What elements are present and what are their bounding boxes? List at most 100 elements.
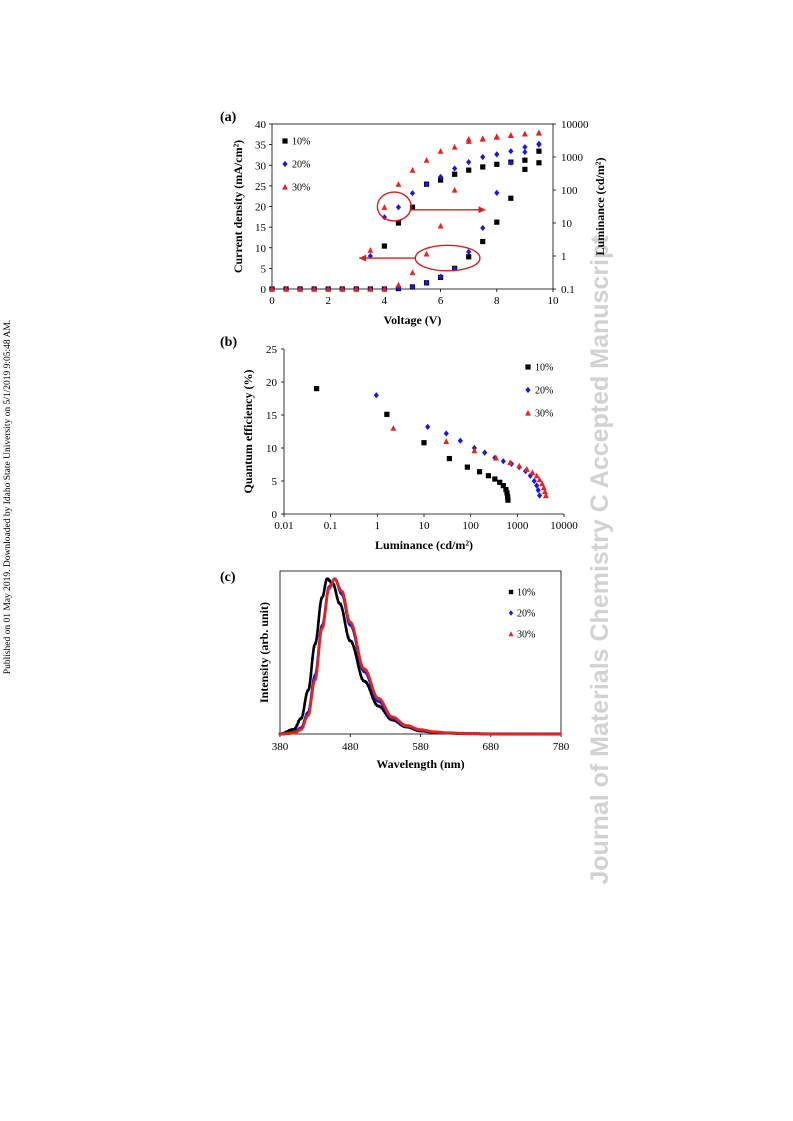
data-point-b xyxy=(523,466,530,472)
data-point-c xyxy=(357,651,361,655)
y2-tick-label-a: 0.1 xyxy=(561,284,575,296)
data-point-c xyxy=(394,716,398,720)
data-point-b xyxy=(457,437,463,444)
data-point-c xyxy=(298,717,302,721)
data-point-c xyxy=(374,702,378,706)
data-point-a xyxy=(508,195,514,201)
panel-label-c: (c) xyxy=(220,570,236,585)
legend-marker-c xyxy=(508,631,514,637)
data-point-a xyxy=(465,135,472,142)
data-point-c xyxy=(320,596,324,600)
data-point-c xyxy=(301,724,305,728)
data-point-c xyxy=(360,677,364,680)
y-axis-label-b: Quantum efficiency (%) xyxy=(241,370,255,494)
legend-label-b: 20% xyxy=(535,386,553,397)
y-tick-label-b: 10 xyxy=(266,443,278,455)
data-point-b xyxy=(421,440,427,446)
data-point-c xyxy=(338,587,342,592)
data-point-c xyxy=(325,578,328,581)
data-point-b xyxy=(485,473,492,479)
data-point-b xyxy=(492,476,498,482)
data-point-a xyxy=(367,285,374,292)
data-point-c xyxy=(317,652,321,656)
data-point-a xyxy=(311,285,318,292)
data-point-c xyxy=(385,713,388,717)
x-tick-label-c: 580 xyxy=(412,741,429,753)
y-tick-label-a: 15 xyxy=(255,222,267,234)
x-axis-label-b: Luminance (cd/m²) xyxy=(375,538,473,552)
data-point-c xyxy=(386,711,390,715)
data-point-a xyxy=(522,130,528,137)
data-point-c xyxy=(368,687,371,691)
legend-label-a: 10% xyxy=(292,137,310,148)
y2-axis-label-a: Luminance (cd/m²) xyxy=(593,158,607,256)
data-point-a xyxy=(409,269,416,276)
data-point-b xyxy=(482,449,488,456)
data-point-c xyxy=(351,642,354,645)
data-point-c xyxy=(345,628,348,632)
data-point-c xyxy=(354,652,358,656)
y-tick-label-a: 40 xyxy=(255,119,267,131)
data-point-c xyxy=(304,693,308,697)
data-point-a xyxy=(536,140,542,147)
y2-tick-label-a: 1000 xyxy=(561,152,584,164)
y-tick-label-b: 15 xyxy=(266,410,278,422)
data-point-b xyxy=(539,480,546,487)
data-point-b xyxy=(500,458,506,465)
data-point-c xyxy=(369,691,373,695)
x-tick-label-b: 1000 xyxy=(506,520,529,532)
y2-tick-label-a: 1 xyxy=(561,251,567,263)
x-tick-label-c: 680 xyxy=(483,741,500,753)
x-tick-label-c: 780 xyxy=(553,741,570,753)
data-point-b xyxy=(443,438,450,444)
data-point-c xyxy=(357,666,361,670)
data-point-c xyxy=(360,663,364,667)
data-point-c xyxy=(300,716,303,720)
x-tick-label-b: 0.01 xyxy=(274,520,293,532)
data-point-c xyxy=(355,659,359,663)
annotation-circle-a xyxy=(376,191,412,222)
data-point-c xyxy=(296,728,301,732)
data-point-c xyxy=(306,713,310,717)
data-point-c xyxy=(359,672,362,676)
data-point-c xyxy=(297,720,300,723)
y2-tick-label-a: 10000 xyxy=(561,119,589,131)
legend-label-c: 20% xyxy=(517,609,535,620)
data-point-c xyxy=(307,710,311,714)
x-tick-label-b: 0.1 xyxy=(324,520,338,532)
data-point-c xyxy=(385,708,389,712)
spectrum-line-30pct xyxy=(280,577,561,736)
legend-marker-b xyxy=(525,364,531,370)
data-point-a xyxy=(423,157,430,163)
data-point-c xyxy=(398,720,403,724)
data-point-c xyxy=(313,677,318,681)
data-point-b xyxy=(535,487,541,494)
data-point-b xyxy=(529,469,536,476)
y2-tick-label-a: 100 xyxy=(561,185,578,197)
data-point-c xyxy=(558,732,562,736)
data-point-a xyxy=(269,285,275,292)
data-point-c xyxy=(377,704,381,708)
data-point-c xyxy=(349,620,353,624)
data-point-c xyxy=(377,696,381,700)
y-tick-label-a: 25 xyxy=(255,181,267,193)
data-point-c xyxy=(318,604,322,608)
data-point-c xyxy=(303,702,307,705)
data-point-c xyxy=(372,699,376,703)
x-tick-label-b: 1 xyxy=(375,520,381,532)
data-point-a xyxy=(423,250,430,257)
data-point-c xyxy=(379,705,382,709)
data-point-c xyxy=(317,619,320,622)
annotation-arrowhead-a xyxy=(359,254,367,262)
data-point-c xyxy=(337,584,341,588)
data-point-a xyxy=(423,181,430,188)
data-point-a xyxy=(409,190,416,197)
data-point-c xyxy=(329,584,333,588)
data-point-a xyxy=(480,164,486,170)
data-point-a xyxy=(395,204,402,211)
x-tick-label-a: 8 xyxy=(494,295,500,307)
y-tick-label-a: 0 xyxy=(261,284,267,296)
data-point-c xyxy=(309,701,313,705)
y-tick-label-b: 5 xyxy=(272,476,278,488)
legend-label-b: 10% xyxy=(535,363,553,374)
